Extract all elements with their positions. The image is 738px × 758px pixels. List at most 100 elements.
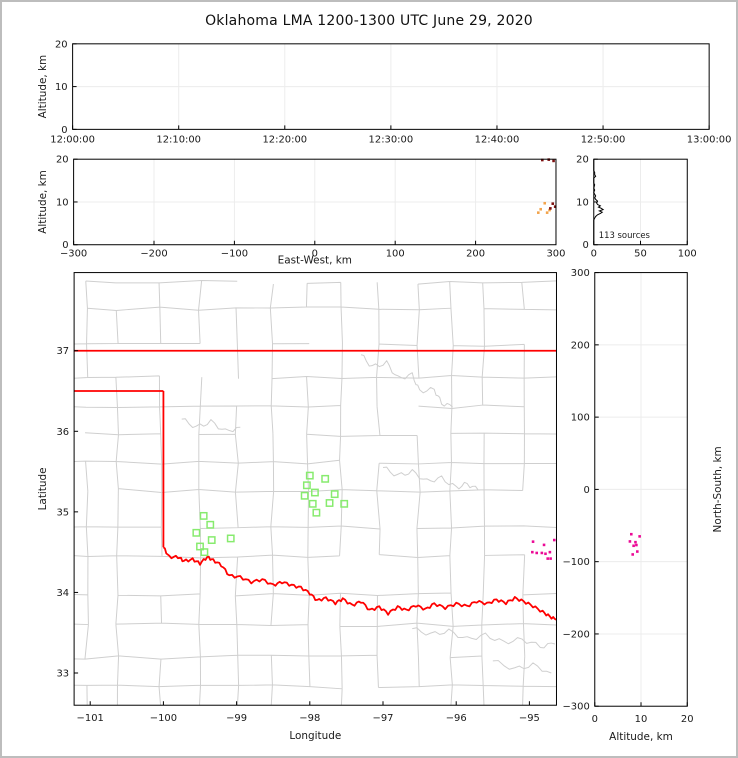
- svg-text:37: 37: [56, 346, 69, 357]
- source-point: [548, 550, 552, 554]
- svg-text:33: 33: [56, 668, 69, 679]
- source-point: [631, 553, 634, 556]
- source-point: [539, 207, 542, 211]
- source-point: [553, 205, 557, 208]
- lma-station-markers: [192, 471, 349, 557]
- svg-text:200: 200: [466, 249, 485, 260]
- source-point: [537, 211, 540, 214]
- map-layers: [74, 280, 557, 706]
- svg-text:−100: −100: [221, 249, 248, 260]
- svg-text:−200: −200: [562, 629, 589, 640]
- county-boundaries: [74, 280, 557, 706]
- panel-ns-height: 0 10 20 300 200 100 0 −100 −200 −300 Altitude, km N…: [562, 268, 724, 743]
- svg-text:−96: −96: [446, 713, 467, 724]
- svg-text:10: 10: [55, 82, 68, 93]
- svg-text:13:00:00: 13:00:00: [687, 134, 732, 145]
- source-point: [635, 543, 638, 547]
- source-point: [632, 544, 635, 548]
- svg-text:12:00:00: 12:00:00: [50, 134, 95, 145]
- svg-text:−100: −100: [562, 557, 589, 568]
- source-point: [546, 557, 549, 560]
- svg-text:−98: −98: [299, 713, 320, 724]
- source-point: [552, 538, 556, 542]
- source-point: [548, 208, 551, 212]
- svg-text:20: 20: [56, 155, 69, 166]
- station-square: [340, 499, 349, 508]
- svg-text:−100: −100: [150, 713, 177, 724]
- station-square: [226, 534, 235, 543]
- svg-text:200: 200: [571, 340, 590, 351]
- svg-text:−300: −300: [60, 249, 87, 260]
- svg-text:34: 34: [56, 588, 69, 599]
- svg-text:0: 0: [62, 240, 68, 251]
- svg-text:0: 0: [312, 249, 318, 260]
- panel-time-height: 12:00:00 12:10:00 12:20:00 12:30:00 12:40:00…: [37, 39, 732, 145]
- source-point: [636, 550, 639, 553]
- station-square: [206, 520, 215, 529]
- panel-ew-height: −300 −200 −100 0 100 200 300 0 10 20 Altitude, km E…: [37, 155, 566, 267]
- source-point: [541, 158, 544, 162]
- svg-text:−99: −99: [226, 713, 247, 724]
- source-point: [531, 550, 534, 554]
- svg-text:Latitude: Latitude: [37, 467, 49, 510]
- svg-text:12:50:00: 12:50:00: [581, 134, 626, 145]
- figure-title: Oklahoma LMA 1200-1300 UTC June 29, 2020: [205, 13, 533, 29]
- source-point: [542, 543, 546, 547]
- state-border-red-river: [162, 546, 557, 621]
- source-point: [544, 552, 547, 556]
- svg-text:300: 300: [546, 249, 565, 260]
- svg-text:100: 100: [386, 249, 405, 260]
- svg-text:0: 0: [61, 125, 67, 136]
- svg-text:0: 0: [591, 249, 597, 260]
- svg-text:12:20:00: 12:20:00: [262, 134, 307, 145]
- station-square: [312, 508, 321, 517]
- source-point: [549, 207, 552, 210]
- source-count-annotation: 113 sources: [599, 230, 650, 240]
- station-square: [302, 481, 311, 490]
- svg-text:300: 300: [571, 268, 590, 279]
- panel-source-histogram: 0 50 100 0 10 20 113 sources: [576, 155, 697, 260]
- svg-text:36: 36: [56, 427, 69, 438]
- svg-text:12:40:00: 12:40:00: [475, 134, 520, 145]
- ew-source-points: [537, 158, 557, 214]
- svg-text:0: 0: [582, 240, 588, 251]
- river-line: [412, 627, 556, 649]
- svg-text:North-South, km: North-South, km: [712, 446, 724, 532]
- svg-text:10: 10: [635, 714, 648, 725]
- station-square: [207, 536, 216, 544]
- svg-text:Altitude, km: Altitude, km: [609, 731, 673, 743]
- svg-text:12:10:00: 12:10:00: [156, 134, 201, 145]
- svg-text:50: 50: [634, 249, 647, 260]
- svg-text:20: 20: [576, 155, 589, 166]
- svg-text:10: 10: [56, 197, 69, 208]
- svg-text:0: 0: [592, 714, 598, 725]
- station-square: [199, 511, 208, 520]
- svg-text:−101: −101: [77, 713, 104, 724]
- plan-source-points: [531, 538, 556, 560]
- source-point: [549, 557, 552, 560]
- svg-text:−200: −200: [140, 249, 167, 260]
- river-line: [492, 660, 552, 674]
- station-square: [300, 491, 309, 500]
- station-square: [325, 499, 334, 507]
- svg-text:−300: −300: [562, 702, 589, 713]
- station-square: [196, 542, 204, 551]
- svg-text:−97: −97: [373, 713, 394, 724]
- svg-text:Altitude, km: Altitude, km: [37, 170, 49, 234]
- source-point: [543, 201, 547, 205]
- svg-text:10: 10: [576, 197, 589, 208]
- svg-text:20: 20: [681, 714, 694, 725]
- station-square: [321, 474, 330, 483]
- station-square: [308, 499, 317, 508]
- station-square: [310, 488, 319, 497]
- source-point: [634, 540, 637, 544]
- svg-text:100: 100: [678, 249, 697, 260]
- source-point: [628, 540, 632, 543]
- river-line: [360, 354, 453, 408]
- station-square: [200, 548, 209, 557]
- svg-text:Altitude, km: Altitude, km: [37, 55, 49, 119]
- ns-source-points: [628, 532, 641, 556]
- source-point: [535, 551, 539, 555]
